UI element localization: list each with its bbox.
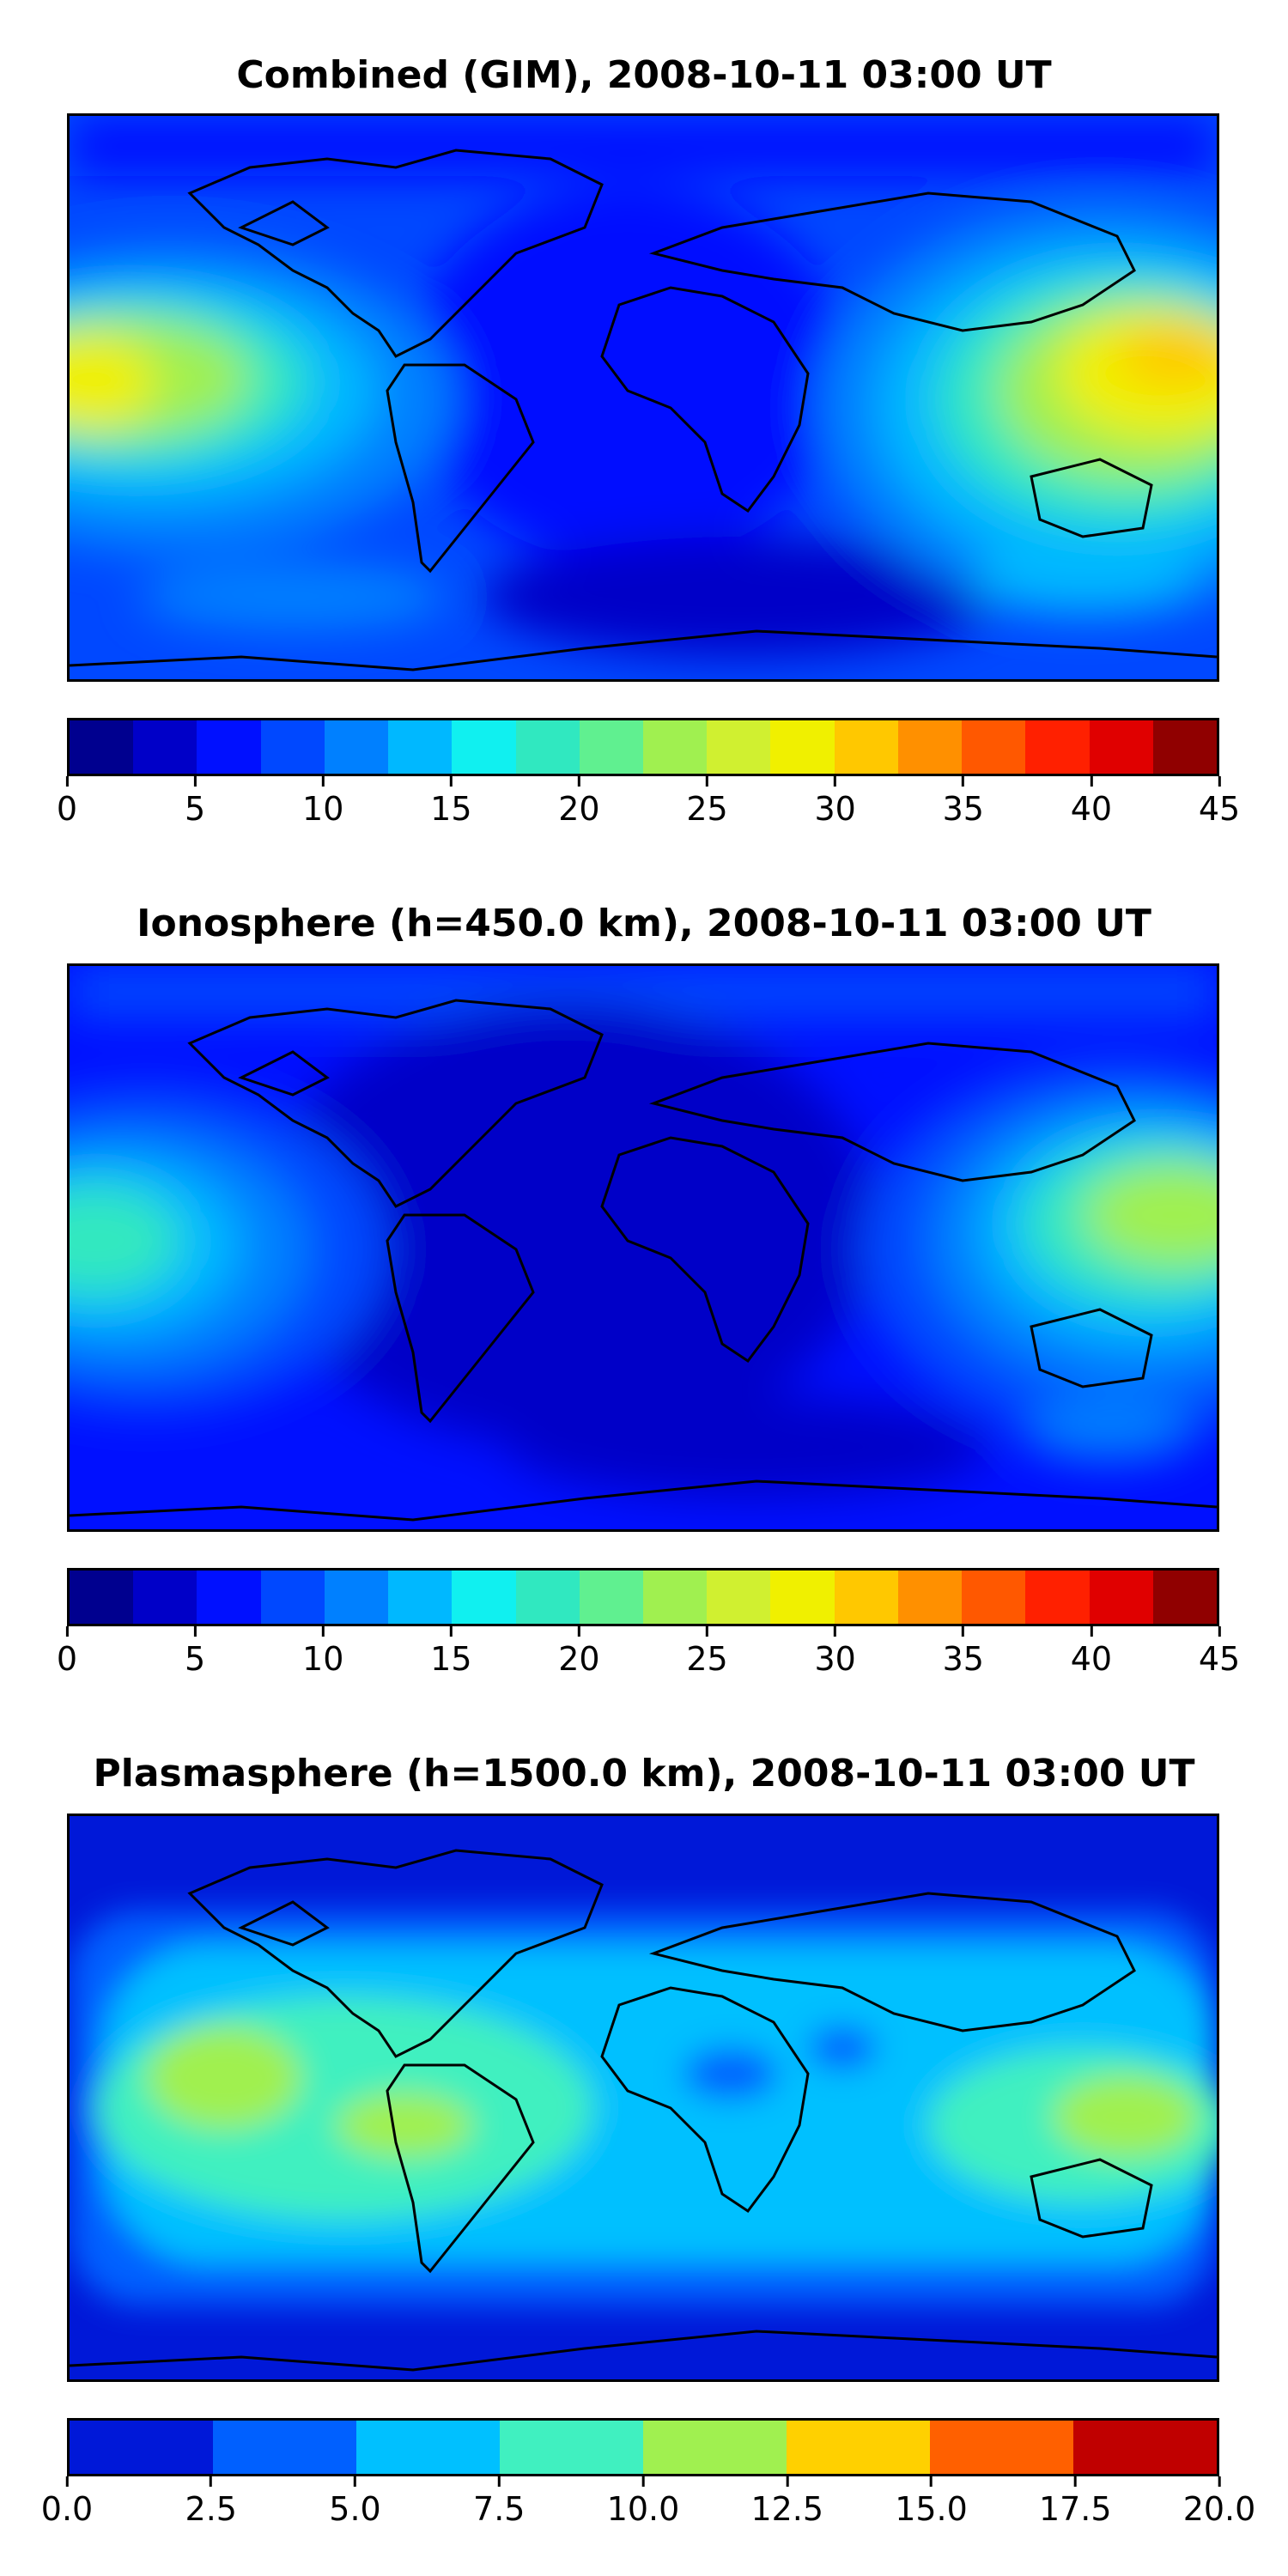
panel-3-colorbar: [67, 2418, 1219, 2476]
colorbar-1-tick-label: 45: [1199, 776, 1240, 828]
colorbar-2-segment-13: [834, 1571, 898, 1624]
colorbar-2-tick-label: 0: [57, 1626, 77, 1678]
panel-1-title: Combined (GIM), 2008-10-11 03:00 UT: [236, 53, 1052, 97]
colorbar-1-tick-label: 0: [57, 776, 77, 828]
colorbar-2-segment-12: [770, 1571, 835, 1624]
panel-1-colorbar-ticks: 0 5 10 15 20 25 30 35 40 45: [57, 776, 1240, 828]
colorbar-2-tick-label: 20: [558, 1626, 599, 1678]
colorbar-2-segment-6: [388, 1571, 453, 1624]
colorbar-1-segment-15: [962, 720, 1026, 774]
colorbar-3-segment-3: [356, 2421, 500, 2474]
panel-3-map: [67, 1814, 1219, 2382]
colorbar-1-segment-17: [1089, 720, 1153, 774]
panel-3-map-svg: [70, 1816, 1217, 2379]
colorbar-2-segment-10: [642, 1571, 708, 1624]
colorbar-1-segment-16: [1025, 720, 1090, 774]
colorbar-1-segment-4: [260, 720, 325, 774]
panel-1-colorbar: [67, 718, 1219, 776]
panel-2-coastlines: [70, 999, 1217, 1522]
colorbar-3-segment-1: [70, 2421, 213, 2474]
colorbar-2-segment-2: [133, 1571, 197, 1624]
colorbar-1-tick-label: 35: [943, 776, 984, 828]
colorbar-2-segment-5: [324, 1571, 389, 1624]
colorbar-1-segment-2: [133, 720, 197, 774]
colorbar-1-segment-3: [197, 720, 261, 774]
colorbar-1-tick-label: 5: [185, 776, 205, 828]
colorbar-3-segment-7: [930, 2421, 1073, 2474]
panel-1-coastlines: [70, 149, 1217, 671]
colorbar-1-segment-18: [1152, 720, 1217, 774]
panel-3-colorbar-ticks: 0.0 2.5 5.0 7.5 10.0 12.5 15.0 17.5 20.0: [41, 2476, 1256, 2528]
colorbar-2-segment-14: [897, 1571, 963, 1624]
colorbar-2-tick-label: 40: [1071, 1626, 1112, 1678]
colorbar-2-tick-label: 30: [814, 1626, 855, 1678]
panel-3-title: Plasmasphere (h=1500.0 km), 2008-10-11 0…: [93, 1752, 1195, 1795]
colorbar-3-segment-5: [643, 2421, 787, 2474]
colorbar-3-tick-label: 5.0: [329, 2476, 380, 2528]
panel-2-map-svg: [70, 966, 1217, 1529]
colorbar-2-segment-9: [579, 1571, 643, 1624]
panel-2-map: [67, 963, 1219, 1532]
colorbar-1-segment-1: [70, 720, 134, 774]
panel-1-map: [67, 113, 1219, 682]
panel-3-coastlines: [70, 1849, 1217, 2372]
colorbar-3-tick-label: 10.0: [607, 2476, 680, 2528]
colorbar-2-tick-label: 25: [686, 1626, 727, 1678]
colorbar-1-segment-11: [707, 720, 771, 774]
colorbar-3-tick-label: 17.5: [1039, 2476, 1112, 2528]
colorbar-2-tick-label: 45: [1199, 1626, 1240, 1678]
colorbar-2-segment-11: [707, 1571, 771, 1624]
colorbar-1-segment-8: [515, 720, 580, 774]
colorbar-1-tick-label: 40: [1071, 776, 1112, 828]
panel-2-colorbar-ticks: 0 5 10 15 20 25 30 35 40 45: [57, 1626, 1240, 1678]
panel-1-map-svg: [70, 116, 1217, 679]
colorbar-1-tick-label: 10: [302, 776, 343, 828]
colorbar-1-segment-10: [642, 720, 708, 774]
colorbar-3-segment-2: [213, 2421, 356, 2474]
colorbar-1-tick-label: 15: [430, 776, 471, 828]
colorbar-2-tick-label: 15: [430, 1626, 471, 1678]
colorbar-1-tick-label: 20: [558, 776, 599, 828]
colorbar-3-tick-label: 0.0: [41, 2476, 93, 2528]
colorbar-1-segment-14: [897, 720, 963, 774]
colorbar-1-segment-13: [834, 720, 898, 774]
colorbar-3-tick-label: 15.0: [895, 2476, 968, 2528]
colorbar-2-segment-15: [962, 1571, 1026, 1624]
colorbar-3-tick-label: 12.5: [750, 2476, 823, 2528]
colorbar-1-segment-5: [324, 720, 389, 774]
colorbar-2-segment-1: [70, 1571, 134, 1624]
colorbar-2-segment-3: [197, 1571, 261, 1624]
colorbar-1-segment-7: [452, 720, 516, 774]
colorbar-2-segment-4: [260, 1571, 325, 1624]
colorbar-2-segment-18: [1152, 1571, 1217, 1624]
colorbar-3-tick-label: 7.5: [473, 2476, 525, 2528]
colorbar-2-segment-8: [515, 1571, 580, 1624]
colorbar-2-segment-7: [452, 1571, 516, 1624]
colorbar-2-segment-16: [1025, 1571, 1090, 1624]
colorbar-3-tick-label: 20.0: [1183, 2476, 1256, 2528]
colorbar-1-tick-label: 25: [686, 776, 727, 828]
panel-2-colorbar: [67, 1568, 1219, 1626]
colorbar-3-tick-label: 2.5: [185, 2476, 237, 2528]
colorbar-2-segment-17: [1089, 1571, 1153, 1624]
colorbar-3-segment-6: [787, 2421, 930, 2474]
colorbar-3-segment-8: [1073, 2421, 1217, 2474]
colorbar-1-segment-12: [770, 720, 835, 774]
colorbar-1-segment-6: [388, 720, 453, 774]
colorbar-2-tick-label: 5: [185, 1626, 205, 1678]
colorbar-1-tick-label: 30: [814, 776, 855, 828]
colorbar-3-segment-4: [500, 2421, 643, 2474]
colorbar-1-segment-9: [579, 720, 643, 774]
colorbar-2-tick-label: 10: [302, 1626, 343, 1678]
panel-2-title: Ionosphere (h=450.0 km), 2008-10-11 03:0…: [137, 902, 1151, 945]
colorbar-2-tick-label: 35: [943, 1626, 984, 1678]
